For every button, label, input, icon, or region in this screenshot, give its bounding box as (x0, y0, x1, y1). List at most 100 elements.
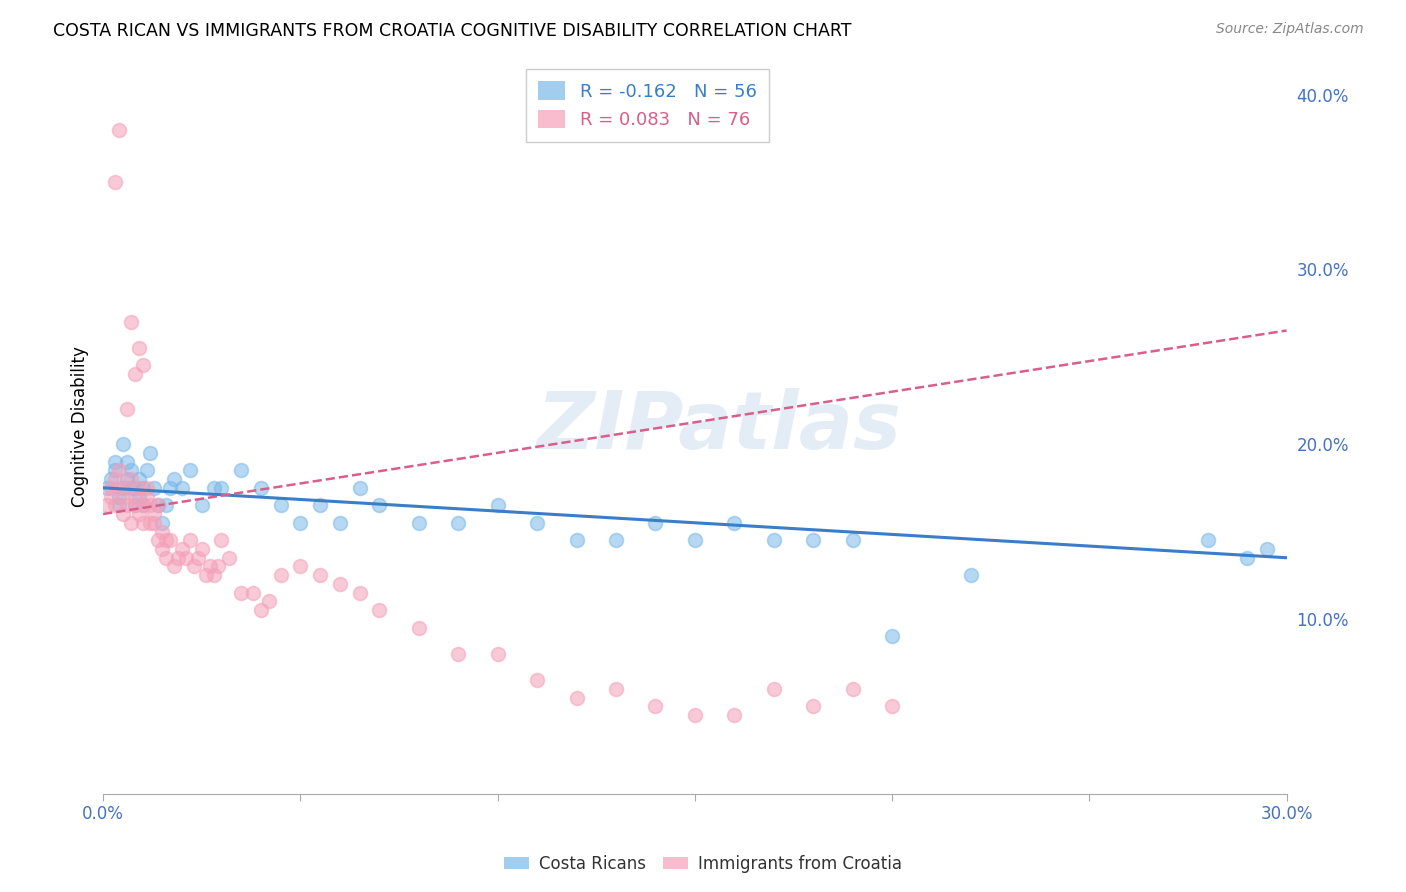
Point (290, 516, 312, 530)
Point (131, 481, 153, 495)
Point (128, 507, 150, 521)
Point (170, 481, 193, 495)
Point (135, 463, 157, 477)
Point (128, 490, 150, 504)
Point (120, 481, 142, 495)
Point (270, 498, 292, 512)
Point (882, 699, 904, 714)
Point (368, 498, 391, 512)
Point (150, 524, 173, 539)
Point (250, 603, 273, 617)
Point (1236, 550, 1258, 565)
Point (104, 498, 127, 512)
Point (526, 516, 548, 530)
Point (131, 498, 153, 512)
Point (124, 481, 146, 495)
Point (170, 541, 193, 556)
Point (108, 481, 131, 495)
Point (231, 463, 253, 477)
Point (111, 437, 134, 451)
Point (131, 498, 153, 512)
Point (231, 585, 253, 599)
Point (104, 472, 127, 486)
Point (128, 481, 150, 495)
Point (762, 681, 785, 696)
Point (179, 533, 201, 548)
Point (135, 490, 157, 504)
Point (104, 454, 127, 468)
Point (148, 498, 170, 512)
Point (801, 533, 824, 548)
Point (124, 498, 146, 512)
Point (723, 708, 745, 723)
Point (143, 516, 166, 530)
Point (104, 463, 127, 477)
Point (131, 359, 153, 373)
Point (447, 516, 470, 530)
Point (190, 541, 212, 556)
Point (148, 533, 170, 548)
Point (250, 481, 273, 495)
Point (683, 708, 706, 723)
Point (211, 481, 233, 495)
Point (163, 559, 186, 574)
Point (100, 490, 122, 504)
Point (408, 516, 430, 530)
Point (723, 516, 745, 530)
Point (447, 647, 470, 661)
Point (120, 315, 142, 329)
Point (96, 481, 118, 495)
Point (143, 481, 166, 495)
Point (159, 481, 181, 495)
Point (349, 481, 371, 495)
Point (159, 533, 181, 548)
Point (644, 699, 666, 714)
Point (115, 454, 138, 468)
Point (111, 481, 134, 495)
Point (120, 463, 142, 477)
Point (124, 490, 146, 504)
Point (115, 498, 138, 512)
Point (131, 516, 153, 530)
Point (124, 368, 146, 382)
Point (1256, 541, 1278, 556)
Point (290, 559, 312, 574)
Point (120, 472, 142, 486)
Point (960, 568, 983, 582)
Point (139, 516, 162, 530)
Point (486, 647, 509, 661)
Point (104, 175, 127, 189)
Point (135, 481, 157, 495)
Point (148, 498, 170, 512)
Point (139, 498, 162, 512)
Point (565, 533, 588, 548)
Point (368, 603, 391, 617)
Point (486, 498, 509, 512)
Legend: Costa Ricans, Immigrants from Croatia: Costa Ricans, Immigrants from Croatia (498, 848, 908, 880)
Point (270, 568, 292, 582)
Point (111, 490, 134, 504)
Point (329, 577, 352, 591)
Point (155, 550, 177, 565)
Y-axis label: Cognitive Disability: Cognitive Disability (72, 346, 89, 507)
Point (202, 568, 225, 582)
Point (183, 559, 205, 574)
Point (100, 481, 122, 495)
Point (605, 533, 627, 548)
Point (96, 498, 118, 512)
Point (143, 507, 166, 521)
Point (329, 516, 352, 530)
Point (349, 585, 371, 599)
Point (242, 585, 264, 599)
Point (111, 507, 134, 521)
Point (128, 341, 150, 355)
Point (115, 481, 138, 495)
Point (218, 550, 240, 565)
Point (120, 516, 142, 530)
Point (155, 533, 177, 548)
Point (257, 594, 280, 608)
Point (762, 533, 785, 548)
Point (683, 533, 706, 548)
Point (150, 541, 173, 556)
Point (155, 498, 177, 512)
